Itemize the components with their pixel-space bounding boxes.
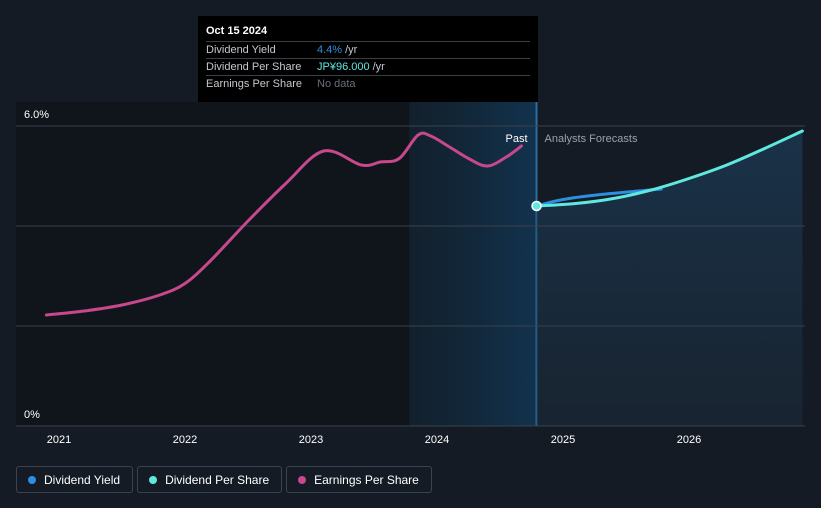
tooltip-date: Oct 15 2024: [206, 25, 268, 37]
past-background: [16, 102, 410, 426]
dividend-per-share-dot-icon: [149, 475, 158, 484]
x-tick-label: 2021: [47, 434, 71, 446]
chart-bands: [16, 102, 803, 426]
legend-earnings-per-share[interactable]: Earnings Per Share: [286, 466, 432, 493]
tooltip-value: No data: [317, 78, 356, 90]
y-tick-label: 0%: [24, 409, 40, 421]
tooltip-value: 4.4%/yr: [317, 44, 358, 56]
tooltip: Oct 15 2024 Dividend Yield 4.4%/yr Divid…: [198, 16, 538, 102]
tooltip-row-dividend-per-share: Dividend Per Share JP¥96.000/yr: [206, 58, 530, 76]
dividend-per-share-line: [535, 129, 804, 208]
legend: Dividend Yield Dividend Per Share Earnin…: [16, 466, 432, 493]
legend-label: Dividend Yield: [44, 472, 121, 487]
past-label: Past: [506, 133, 528, 145]
tooltip-label: Dividend Per Share: [206, 61, 302, 73]
legend-dividend-yield[interactable]: Dividend Yield: [16, 466, 134, 493]
chart-series: [44, 129, 804, 317]
earnings-per-share-line: [44, 131, 523, 317]
dividend-yield-dot-icon: [28, 475, 36, 484]
tooltip-label: Earnings Per Share: [206, 78, 302, 90]
forecast-area: [536, 131, 803, 426]
past-highlight-band: [409, 102, 537, 426]
tooltip-row-earnings-per-share: Earnings Per Share No data: [206, 75, 530, 93]
x-tick-label: 2025: [551, 434, 575, 446]
x-tick-label: 2026: [677, 434, 701, 446]
tooltip-value: JP¥96.000/yr: [317, 61, 385, 73]
tooltip-row-dividend-yield: Dividend Yield 4.4%/yr: [206, 41, 530, 59]
x-tick-label: 2022: [173, 434, 197, 446]
x-tick-label: 2023: [299, 434, 323, 446]
chart-labels: 6.0% 0% 2021 2022 2023 2024 2025 2026 Past Analys…: [24, 109, 701, 446]
legend-label: Dividend Per Share: [165, 472, 270, 487]
legend-label: Earnings Per Share: [314, 472, 419, 487]
x-tick-label: 2024: [425, 434, 449, 446]
chart-gridlines: [16, 125, 805, 427]
today-marker: [531, 200, 542, 212]
tooltip-label: Dividend Yield: [206, 44, 276, 56]
earnings-per-share-dot-icon: [298, 475, 307, 484]
forecast-label: Analysts Forecasts: [545, 133, 638, 145]
legend-dividend-per-share[interactable]: Dividend Per Share: [137, 466, 283, 493]
y-tick-label: 6.0%: [24, 109, 49, 121]
